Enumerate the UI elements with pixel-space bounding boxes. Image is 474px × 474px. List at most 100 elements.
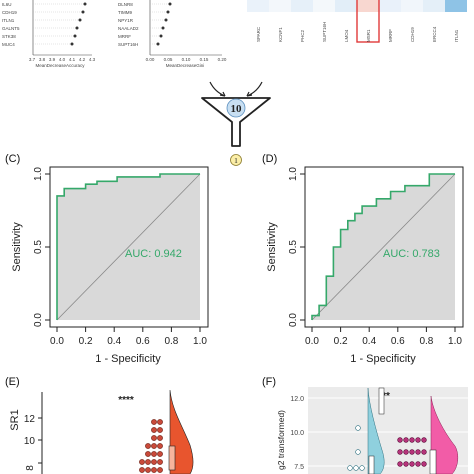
heatmap-cell [269, 0, 291, 12]
importance-panel-left: IL6U CDH19 ITLN1 GALNT5 STK38 MUC4 3.7 3… [2, 0, 96, 68]
count-badge-top [226, 98, 246, 118]
feature-label: ITLN1 [2, 18, 15, 23]
arrow-right-icon [246, 81, 263, 97]
distribution-dot [397, 437, 403, 443]
distribution-dot [157, 435, 163, 441]
distribution-dot [409, 437, 415, 443]
importance-dot [81, 10, 85, 14]
roc-c-ytick-label: 0.5 [33, 240, 44, 254]
panel-e-boxplot [168, 445, 176, 471]
funnel-bottom-count: 1 [234, 156, 238, 165]
heatmap-cell [423, 0, 445, 12]
distribution-dot [157, 443, 163, 449]
panel-e-ylabel: SR1 [9, 409, 21, 430]
roc-c-auc: AUC: 0.942 [125, 248, 182, 260]
x-tick: 3.7 [29, 57, 36, 62]
x-tick: 0.00 [146, 57, 155, 62]
heatmap-cell [445, 0, 467, 12]
panel-e-significance: **** [118, 395, 134, 406]
roc-d-xtick-label: 0.8 [419, 336, 433, 347]
panel-f-ytick-label: 10.0 [290, 430, 304, 437]
heatmap-cell [357, 0, 379, 12]
feature-label: SUPT16H [118, 42, 138, 47]
feature-label: NPY1R [118, 18, 134, 23]
panel-e-ytick-label: 8 [25, 465, 36, 471]
arrow-right-head-icon [246, 91, 253, 97]
feature-label: STK38 [2, 34, 16, 39]
x-tick: 4.2 [79, 57, 86, 62]
panel-f-ytick-label: 12.0 [290, 396, 304, 403]
distribution-dot [157, 459, 163, 465]
feature-label: DLNR8 [118, 2, 133, 7]
panel-f-boxplot-right [429, 449, 437, 474]
distribution-dot [409, 461, 415, 467]
distribution-dot [421, 437, 427, 443]
x-tick: 0.20 [218, 57, 227, 62]
roc-panel-d: (D) AUC: 0.783 0.0 0.5 1.0 Sensitivity 0… [262, 153, 464, 365]
distribution-dot [421, 461, 427, 467]
importance-dot [168, 2, 172, 6]
heatmap-cell [379, 0, 401, 12]
raincloud-panel-f: (F) g2 transformed) 12.0 10.0 7.5 ** [262, 376, 468, 474]
panel-f-ylabel: g2 transformed) [276, 410, 286, 470]
distribution-dot [409, 449, 415, 455]
roc-d-ytick-label: 0.5 [288, 240, 299, 254]
x-tick: 0.05 [164, 57, 173, 62]
panel-f-violin-right [430, 395, 459, 474]
distribution-dot [145, 443, 151, 449]
heatmap-gene-label: ERCC4 [432, 26, 437, 42]
distribution-dot [355, 425, 361, 431]
panel-label-d: (D) [262, 153, 277, 165]
roc-c-xtick-label: 0.8 [164, 336, 178, 347]
x-tick: 3.8 [39, 57, 46, 62]
importance-dot [73, 34, 77, 38]
distribution-dot [145, 459, 151, 465]
roc-d-xtick-label: 0.4 [362, 336, 376, 347]
distribution-dot [421, 449, 427, 455]
distribution-dot [355, 449, 361, 455]
highlight-box [356, 0, 380, 43]
funnel-icon [201, 97, 271, 147]
distribution-dot [145, 467, 151, 473]
roc-d-diagonal [311, 173, 456, 321]
feature-label: CDH19 [2, 10, 17, 15]
x-axis-title: MeanDecreaseGini [166, 63, 205, 68]
heatmap-gene-label: MSR1 [366, 29, 371, 42]
heatmap-strip: SPARC KCNF1 PHC2 SUPT16H LMO4 MSR1 MRRF … [247, 0, 467, 43]
distribution-dot [397, 461, 403, 467]
feature-label: GALNT5 [2, 26, 20, 31]
distribution-dot [157, 427, 163, 433]
heatmap-gene-label: KCNF1 [278, 27, 283, 42]
x-tick: 4.0 [59, 57, 66, 62]
distribution-dot [403, 449, 409, 455]
x-tick: 4.1 [69, 57, 76, 62]
panel-e-violin [169, 389, 194, 474]
distribution-dot [151, 459, 157, 465]
funnel-top-count: 10 [231, 103, 243, 115]
arrow-left-icon [209, 81, 226, 97]
panel-e-ytick-label: 12 [24, 414, 36, 425]
distribution-dot [415, 437, 421, 443]
heatmap-gene-label: CDH19 [410, 27, 415, 42]
importance-panel-mid: DLNR8 TIMM9 NPY1R NAALAD2 MRRF SUPT16H 0… [118, 0, 227, 68]
roc-d-ytick-label: 0.0 [288, 313, 299, 327]
heatmap-cell [313, 0, 335, 12]
panel-e-dot-cloud [139, 419, 163, 473]
distribution-dot [157, 451, 163, 457]
x-tick: 0.10 [182, 57, 191, 62]
heatmap-gene-label: MRRF [388, 29, 393, 42]
heatmap-gene-label: LMO4 [344, 29, 349, 42]
roc-d-xlabel: 1 - Specificity [350, 353, 416, 365]
importance-dot [78, 18, 82, 22]
panel-label-e: (E) [5, 376, 20, 388]
x-tick: 3.9 [49, 57, 56, 62]
heatmap-gene-label: PHC2 [300, 29, 305, 42]
roc-c-xtick-label: 0.4 [107, 336, 121, 347]
roc-c-ylabel: Sensitivity [11, 222, 23, 272]
distribution-dot [397, 449, 403, 455]
feature-label: IL6U [2, 2, 12, 7]
distribution-dot [139, 459, 145, 465]
importance-dot [75, 26, 79, 30]
heatmap-cell [401, 0, 423, 12]
